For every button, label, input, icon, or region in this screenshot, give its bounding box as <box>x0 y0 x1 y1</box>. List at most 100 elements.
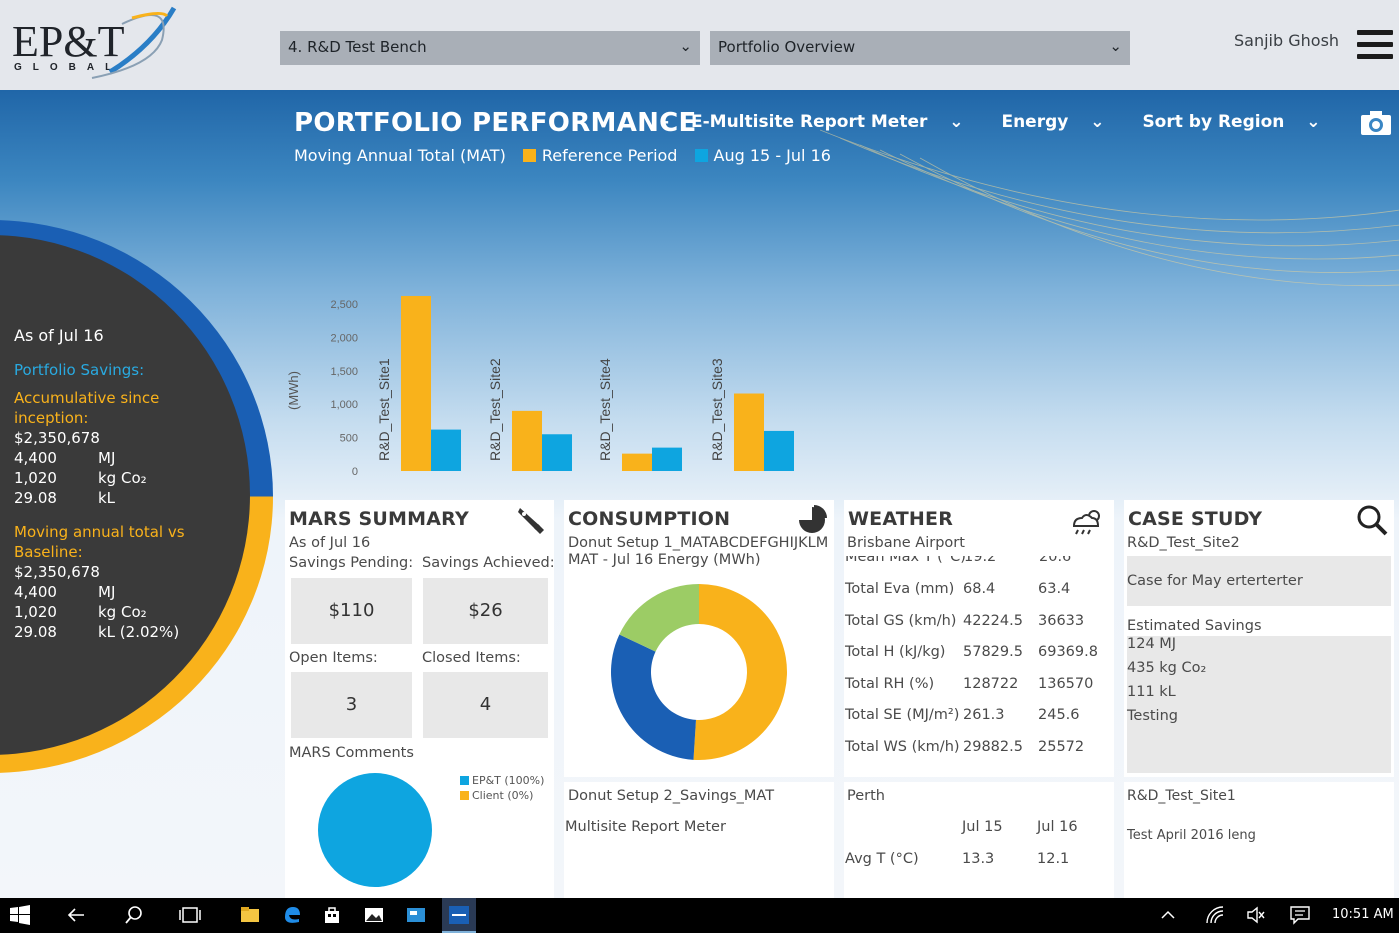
y-tick-label: 2,000 <box>330 332 358 344</box>
weather-row-clipped: Mean Max T (°C) 19.2 20.6 <box>844 556 1114 566</box>
page-title: PORTFOLIO PERFORMANCE <box>294 108 697 138</box>
report-filters: - E-Multisite Report Meter ⌄ Energy ⌄ So… <box>662 112 1353 132</box>
legend-reference: Reference Period <box>541 146 678 165</box>
weather-metric-label: Total WS (km/h) <box>845 738 960 755</box>
rocket-icon[interactable] <box>514 504 546 536</box>
mars-comments-label: MARS Comments <box>289 745 414 761</box>
weather-value: 128722 <box>963 675 1019 692</box>
chevron-down-icon: ⌄ <box>949 112 964 132</box>
store-icon[interactable] <box>322 905 342 925</box>
weather-value: 36633 <box>1038 612 1085 629</box>
mars-pie-chart <box>318 773 432 887</box>
pie-slice-ept <box>318 773 432 887</box>
case-study-panel: CASE STUDY R&D_Test_Site2 Case for May e… <box>1124 500 1394 777</box>
weather-value: 69369.8 <box>1038 644 1098 660</box>
hamburger-menu-icon[interactable] <box>1357 30 1393 62</box>
estimated-savings-box: 124 MJ 435 kg Co₂ 111 kL Testing <box>1127 636 1391 773</box>
consumption-title: CONSUMPTION <box>568 508 731 530</box>
app-icon[interactable] <box>406 905 426 925</box>
bar-period[interactable] <box>764 430 794 471</box>
mars-as-of: As of Jul 16 <box>289 535 371 551</box>
case-text-box[interactable]: Case for May erterterter <box>1127 556 1391 606</box>
search-icon[interactable] <box>124 905 144 925</box>
weather-metric-label: Total H (kJ/kg) <box>845 644 946 660</box>
multisite-meter[interactable]: Multisite Report Meter <box>565 819 726 835</box>
mat-unit: MJ <box>98 583 116 601</box>
y-tick-label: 1,000 <box>330 399 358 411</box>
avg-temp-2: 12.1 <box>1037 851 1070 867</box>
est-value: 111 kL <box>1127 684 1176 700</box>
donut-subtitle: MAT - Jul 16 Energy (MWh) <box>568 552 761 568</box>
consumption-panel: CONSUMPTION Donut Setup 1_MATABCDEFGHIJK… <box>564 500 834 777</box>
y-tick-label: 2,500 <box>330 299 358 311</box>
avg-temp-1: 13.3 <box>962 851 995 867</box>
bar-reference[interactable] <box>512 410 542 471</box>
decorative-swirl <box>820 129 1399 287</box>
pie-legend-client: Client (0%) <box>472 789 534 802</box>
metric-filter[interactable]: Energy ⌄ <box>1001 112 1120 132</box>
donut-setup-2[interactable]: Donut Setup 2_Savings_MAT <box>568 788 775 804</box>
file-explorer-icon[interactable] <box>240 905 260 925</box>
bar-period[interactable] <box>431 429 461 471</box>
consumption-donut <box>611 584 787 760</box>
weather-col-2: Jul 16 <box>1037 819 1078 835</box>
closed-items-label: Closed Items: <box>422 650 521 666</box>
sort-filter-label: Sort by Region <box>1142 112 1285 132</box>
donut-slice[interactable] <box>611 634 696 760</box>
acc-value: 4,400 <box>14 449 57 467</box>
sort-filter[interactable]: Sort by Region ⌄ <box>1142 112 1336 132</box>
donut-slice[interactable] <box>693 584 787 760</box>
bar-period[interactable] <box>652 447 682 471</box>
weather-title: WEATHER <box>848 508 954 530</box>
as-of-label: As of Jul 16 <box>14 326 104 345</box>
wifi-icon[interactable] <box>1205 905 1225 925</box>
chevron-down-icon: ⌄ <box>679 37 692 55</box>
weather-metric-label: Total SE (MJ/m²) <box>845 707 960 723</box>
back-arrow-icon[interactable] <box>66 905 86 925</box>
y-tick-label: 500 <box>340 433 358 445</box>
bar-period[interactable] <box>542 434 572 471</box>
taskbar-clock[interactable]: 10:51 AM <box>1332 907 1394 922</box>
camera-icon[interactable] <box>1360 110 1392 136</box>
bar-reference[interactable] <box>622 453 652 471</box>
view-dropdown-value: Portfolio Overview <box>718 38 856 56</box>
task-view-icon[interactable] <box>178 905 202 925</box>
bar-reference[interactable] <box>401 295 431 471</box>
acc-unit: kg Co₂ <box>98 469 147 487</box>
bar-reference[interactable] <box>734 393 764 471</box>
weather-metric-label: Total Eva (mm) <box>845 581 955 597</box>
project-dropdown[interactable]: 4. R&D Test Bench ⌄ <box>280 31 700 65</box>
meter-filter[interactable]: E-Multisite Report Meter ⌄ <box>691 112 980 132</box>
weather-metric-label: Mean Max T (°C) <box>845 556 966 565</box>
chevron-up-icon[interactable] <box>1160 905 1176 925</box>
weather-value: 245.6 <box>1038 707 1080 723</box>
metric-filter-label: Energy <box>1001 112 1069 132</box>
y-tick-label: 1,500 <box>330 366 358 378</box>
mat-row: 4,400 MJ <box>14 582 254 602</box>
savings-achieved-value[interactable]: $26 <box>423 578 548 644</box>
estimated-savings-label: Estimated Savings <box>1127 618 1262 634</box>
mat-value: 29.08 <box>14 623 57 641</box>
volume-muted-icon[interactable] <box>1246 905 1266 925</box>
acc-unit: kL <box>98 489 116 507</box>
windows-start-icon[interactable] <box>10 905 30 925</box>
edge-browser-icon[interactable] <box>282 905 302 925</box>
photos-icon[interactable] <box>364 905 384 925</box>
action-center-icon[interactable] <box>1290 905 1310 925</box>
closed-items-value[interactable]: 4 <box>423 672 548 738</box>
donut-slice[interactable] <box>619 584 699 652</box>
open-items-value[interactable]: 3 <box>291 672 412 738</box>
mat-row: 29.08 kL (2.02%) <box>14 622 254 642</box>
search-icon[interactable] <box>1356 504 1388 536</box>
chevron-down-icon: ⌄ <box>1109 37 1122 55</box>
savings-pending-value[interactable]: $110 <box>291 578 412 644</box>
active-app-tile[interactable] <box>442 898 476 933</box>
mars-title: MARS SUMMARY <box>289 508 469 530</box>
ept-logo[interactable]: EP&T GLOBAL <box>12 6 182 84</box>
mat-label: Moving Annual Total (MAT) <box>294 146 506 165</box>
user-name[interactable]: Sanjib Ghosh <box>1234 31 1340 50</box>
active-app-icon <box>449 906 469 924</box>
weather-footer-panel: Perth Jul 15 Jul 16 Avg T (°C) 13.3 12.1 <box>844 782 1114 898</box>
view-dropdown[interactable]: Portfolio Overview ⌄ <box>710 31 1130 65</box>
pie-chart-icon[interactable] <box>796 504 828 536</box>
